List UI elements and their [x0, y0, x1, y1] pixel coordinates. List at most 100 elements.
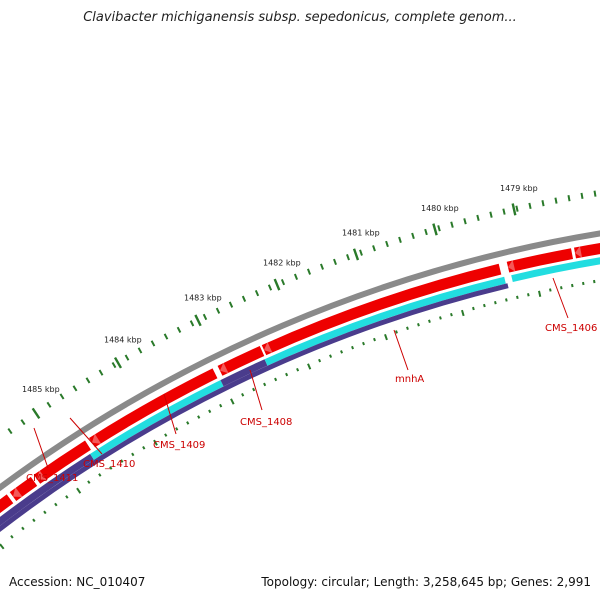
kbp-label: 1482 kbp	[263, 258, 301, 267]
kbp-label: 1479 kbp	[500, 184, 538, 193]
inner-tick	[285, 372, 289, 377]
inner-tick	[43, 510, 47, 515]
scale-tick	[476, 214, 480, 222]
inner-tick	[384, 333, 388, 341]
label-leader	[249, 369, 263, 411]
gene-track	[0, 243, 600, 514]
scale-tick	[59, 393, 65, 400]
map-title: Clavibacter michiganensis subsp. sepedon…	[83, 10, 517, 25]
scale-tick	[241, 295, 247, 302]
scale-tick	[7, 428, 13, 435]
inner-tick	[219, 403, 223, 408]
topology-text: Topology: circular; Length: 3,258,645 bp…	[261, 575, 591, 589]
cds-segment	[220, 359, 268, 387]
inner-tick	[428, 319, 431, 324]
gene-labels: CMS_1406 mnhA CMS_1408 CMS_1409 CMS_1410 CMS_…	[26, 277, 597, 484]
scale-tick	[137, 347, 143, 354]
inner-tick	[10, 534, 14, 539]
inner-tick	[395, 330, 398, 334]
inner-tick	[560, 286, 563, 290]
scale-tick	[85, 377, 91, 384]
scale-tick	[489, 211, 493, 218]
gene-arrowhead	[220, 362, 229, 374]
inner-tick	[164, 433, 168, 437]
scale-tick	[150, 340, 156, 347]
gene-label: CMS_1409	[153, 440, 205, 451]
scale-tick	[346, 254, 350, 261]
inner-tick	[65, 495, 69, 499]
inner-tick	[340, 350, 344, 354]
label-leader	[163, 393, 177, 435]
gene-arrowhead	[575, 246, 583, 258]
scale-tick	[333, 258, 337, 266]
inner-tick	[0, 543, 5, 550]
scale-tick	[98, 369, 104, 376]
inner-tick	[505, 298, 508, 302]
accession-text: Accession: NC_010407	[9, 575, 146, 589]
gene-segment	[89, 368, 218, 448]
gene-label: CMS_1406	[545, 323, 597, 334]
inner-tick	[274, 377, 278, 382]
kbp-major-tick	[194, 314, 202, 327]
inner-tick	[318, 358, 322, 363]
inner-tick	[120, 459, 124, 463]
inner-tick	[208, 409, 212, 414]
inner-tick	[373, 337, 376, 342]
inner-tick	[252, 387, 256, 392]
kbp-major-tick	[511, 203, 517, 216]
inner-tick	[21, 526, 25, 531]
scale-tick	[593, 190, 597, 197]
scale-tick	[293, 273, 299, 280]
inner-tick	[197, 415, 201, 419]
scale-tick	[111, 361, 117, 369]
kbp-major-tick	[432, 223, 438, 236]
scale-tick	[46, 401, 52, 408]
inner-tick	[439, 316, 442, 320]
label-leader	[33, 427, 49, 469]
gene-segment	[261, 263, 502, 356]
inner-tick	[175, 427, 179, 431]
inner-tick	[153, 439, 158, 446]
gene-segment	[33, 440, 91, 484]
gene-label: mnhA	[395, 374, 424, 385]
scale-tick	[567, 195, 571, 202]
inner-tick	[131, 452, 135, 457]
inner-tick	[351, 345, 354, 350]
inner-tick	[461, 309, 465, 317]
kbp-label: 1480 kbp	[421, 204, 459, 213]
kbp-label: 1484 kbp	[104, 335, 142, 344]
scale-tick	[411, 232, 415, 240]
gene-label: CMS_1410	[83, 459, 135, 470]
gene-segment	[506, 248, 574, 273]
inner-tick	[263, 382, 267, 387]
label-leader	[393, 329, 409, 371]
scale-tick	[72, 385, 78, 392]
backbone-arc	[0, 230, 600, 492]
kbp-scale: 1485 kbp 1484 kbp 1483 kbp 1482 kbp 1481 kbp…	[7, 184, 597, 435]
gene-segment	[0, 494, 14, 514]
cds-segment	[90, 380, 224, 460]
scale-tick	[20, 419, 26, 426]
inner-tick	[362, 341, 365, 346]
inner-scale	[0, 279, 596, 550]
inner-tick	[307, 363, 312, 370]
inner-tick	[406, 326, 409, 331]
gene-arrowhead	[264, 342, 273, 353]
gene-arrowhead	[92, 433, 102, 444]
kbp-major-tick	[273, 278, 281, 291]
inner-tick	[87, 480, 91, 484]
scale-tick	[463, 218, 467, 225]
inner-tick	[142, 446, 146, 450]
scale-tick	[202, 313, 208, 321]
scale-tick	[398, 236, 402, 244]
scale-tick	[385, 240, 389, 248]
scale-tick	[437, 225, 441, 232]
scale-tick	[450, 221, 454, 228]
scale-tick	[254, 289, 260, 297]
inner-tick	[593, 279, 596, 284]
inner-tick	[417, 323, 420, 327]
scale-tick	[320, 263, 324, 270]
scale-tick	[528, 202, 532, 210]
scale-tick	[124, 354, 130, 361]
gene-arrowhead	[13, 487, 23, 497]
